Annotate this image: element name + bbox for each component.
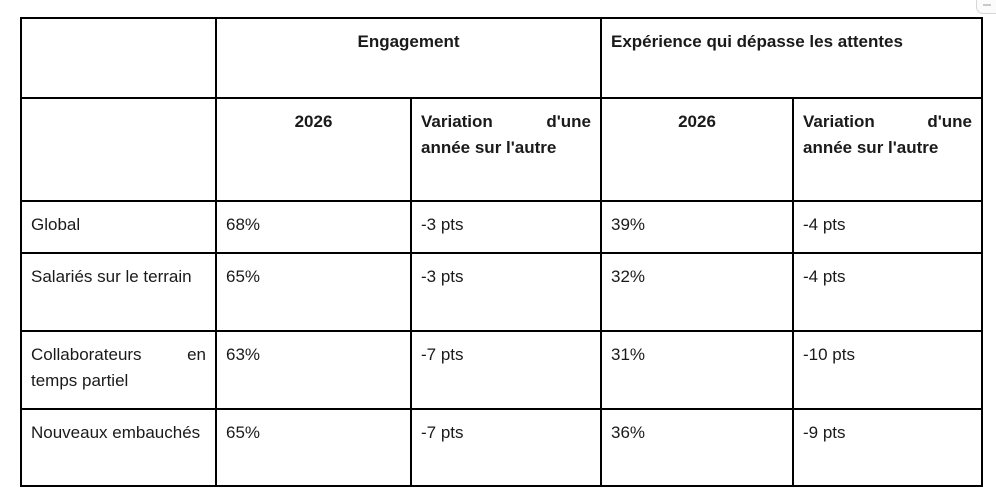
- subheader-row: 2026 Variation d'une année sur l'autre 2…: [20, 97, 983, 202]
- cell-value: -4 pts: [792, 252, 983, 332]
- table-row-collaborateurs-temps-partiel: Collaborateurs en temps partiel 63% -7 p…: [20, 330, 983, 410]
- corner-cell-sub: [20, 97, 217, 202]
- corner-cell-top: [20, 17, 217, 99]
- cell-value: 31%: [600, 330, 794, 410]
- cell-value: 39%: [600, 200, 794, 254]
- row-label: Collaborateurs en temps partiel: [20, 330, 217, 410]
- column-group-experience: Expérience qui dépasse les attentes: [600, 17, 983, 99]
- cell-value: -10 pts: [792, 330, 983, 410]
- cell-value: -4 pts: [792, 200, 983, 254]
- cell-value: -3 pts: [410, 252, 602, 332]
- cell-value: 68%: [215, 200, 412, 254]
- survey-results-table: Engagement Expérience qui dépasse les at…: [20, 17, 983, 487]
- table-row-nouveaux-embauches: Nouveaux embauchés 65% -7 pts 36% -9 pts: [20, 408, 983, 487]
- cell-value: 65%: [215, 252, 412, 332]
- column-group-row: Engagement Expérience qui dépasse les at…: [20, 17, 983, 99]
- cell-value: 63%: [215, 330, 412, 410]
- row-label: Global: [20, 200, 217, 254]
- cell-value: 36%: [600, 408, 794, 487]
- cropped-ui-fragment: [976, 0, 996, 14]
- cell-value: 32%: [600, 252, 794, 332]
- cell-value: -3 pts: [410, 200, 602, 254]
- cell-value: 65%: [215, 408, 412, 487]
- cell-value: -7 pts: [410, 408, 602, 487]
- row-label: Salariés sur le terrain: [20, 252, 217, 332]
- table-row-salaries-terrain: Salariés sur le terrain 65% -3 pts 32% -…: [20, 252, 983, 332]
- cell-value: -9 pts: [792, 408, 983, 487]
- row-label: Nouveaux embauchés: [20, 408, 217, 487]
- subheader-experience-variation: Variation d'une année sur l'autre: [792, 97, 983, 202]
- table-row-global: Global 68% -3 pts 39% -4 pts: [20, 200, 983, 254]
- cell-value: -7 pts: [410, 330, 602, 410]
- column-group-engagement: Engagement: [215, 17, 602, 99]
- subheader-experience-2026: 2026: [600, 97, 794, 202]
- fragment-glyph: [983, 4, 991, 6]
- subheader-engagement-variation: Variation d'une année sur l'autre: [410, 97, 602, 202]
- subheader-engagement-2026: 2026: [215, 97, 412, 202]
